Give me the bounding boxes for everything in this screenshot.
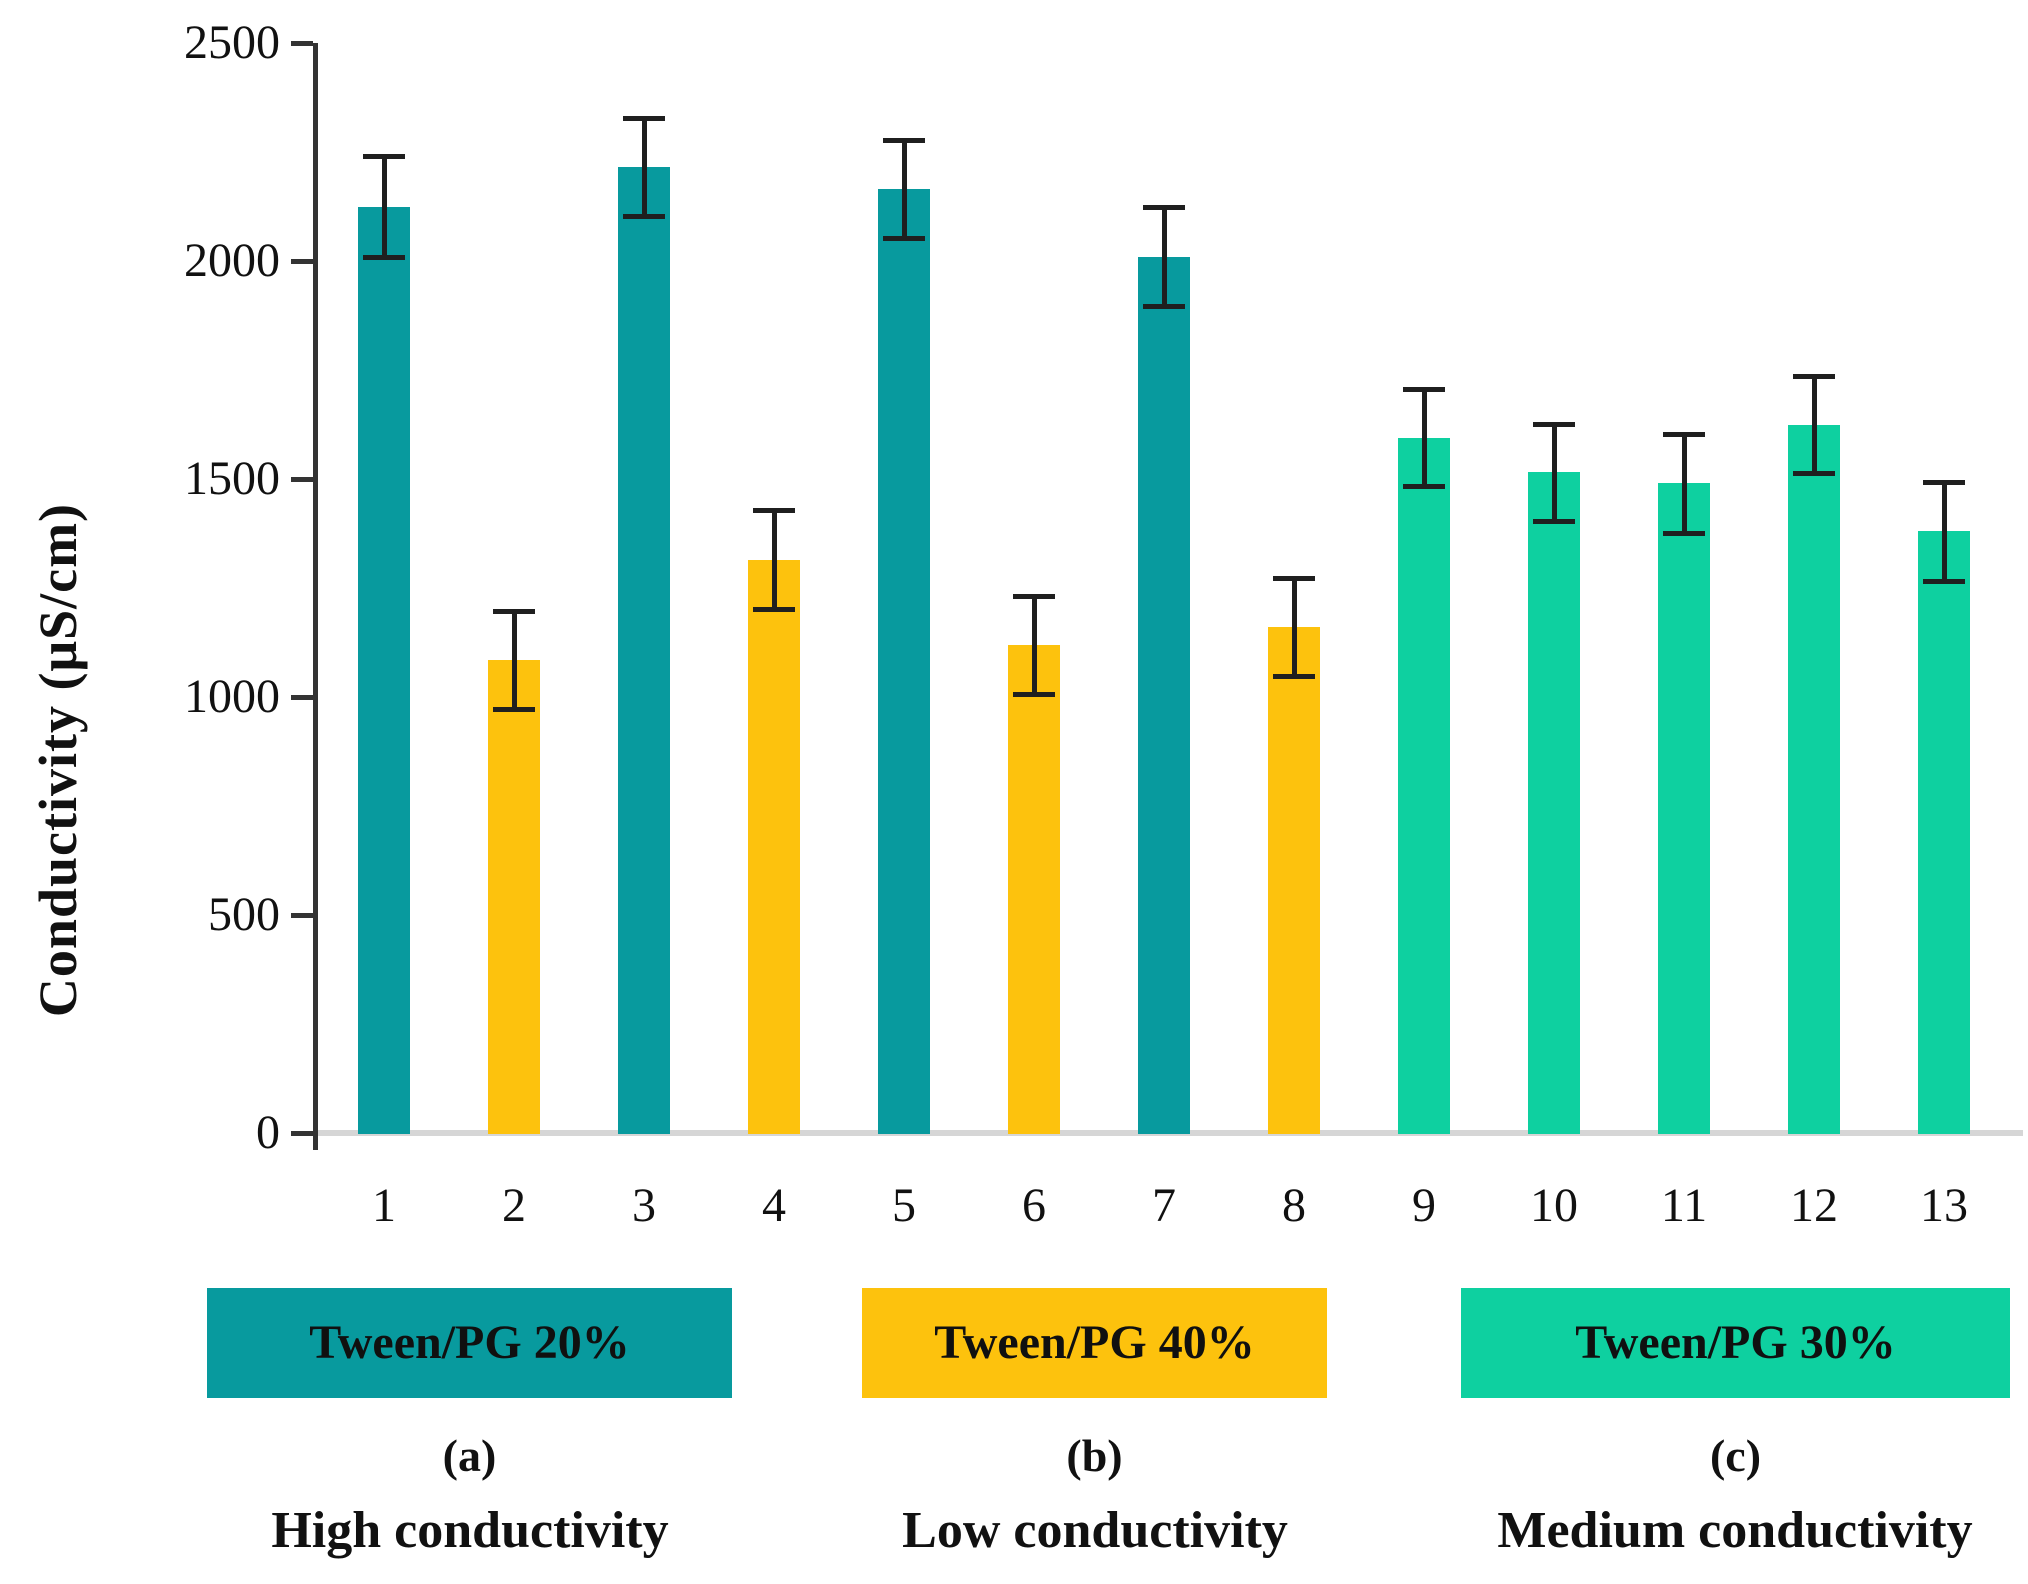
x-axis-label-8: 8: [1282, 1179, 1306, 1232]
error-bar-cap-bottom: [1663, 530, 1705, 536]
error-bar-line: [1291, 578, 1297, 677]
bar-sample-13: [1918, 531, 1970, 1134]
error-bar-cap-bottom: [1533, 519, 1575, 525]
bar-sample-1: [358, 206, 410, 1134]
bar-sample-5: [878, 189, 930, 1134]
y-axis-tick-label: 500: [208, 888, 280, 941]
error-bar-line: [381, 156, 387, 257]
error-bar-line: [1681, 434, 1687, 533]
y-axis-tick: [291, 41, 313, 46]
error-bar-cap-top: [1143, 204, 1185, 210]
y-axis-tick-label: 0: [256, 1106, 280, 1159]
y-axis-tick-label: 2500: [184, 16, 280, 69]
x-axis-label-11: 11: [1660, 1179, 1708, 1232]
x-axis-label-10: 10: [1530, 1179, 1578, 1232]
error-bar-cap-bottom: [1143, 304, 1185, 310]
bar-sample-7: [1138, 256, 1190, 1134]
error-bar-cap-top: [1403, 386, 1445, 392]
y-axis-tick: [291, 913, 313, 918]
legend-label: Tween/PG 40%: [934, 1316, 1255, 1369]
error-bar-cap-bottom: [1403, 484, 1445, 490]
error-bar-cap-bottom: [1013, 691, 1055, 697]
y-axis-tick-label: 2000: [184, 234, 280, 287]
error-bar-cap-bottom: [1923, 578, 1965, 584]
error-bar-cap-bottom: [753, 606, 795, 612]
error-bar-cap-bottom: [1273, 674, 1315, 680]
x-axis-label-9: 9: [1412, 1179, 1436, 1232]
bar-sample-12: [1788, 424, 1840, 1134]
x-axis-label-1: 1: [372, 1179, 396, 1232]
subplot-caption-high: High conductivity: [271, 1502, 669, 1559]
error-bar-cap-top: [1663, 432, 1705, 438]
x-axis-label-12: 12: [1790, 1179, 1838, 1232]
bar-sample-10: [1528, 472, 1580, 1134]
error-bar-line: [1421, 388, 1427, 487]
error-bar-cap-top: [1013, 593, 1055, 599]
error-bar-cap-bottom: [1793, 471, 1835, 477]
error-bar-cap-bottom: [363, 254, 405, 260]
error-bar-cap-bottom: [493, 707, 535, 713]
bar-sample-11: [1658, 483, 1710, 1134]
y-axis-tick: [291, 259, 313, 264]
error-bar-cap-top: [1793, 373, 1835, 379]
error-bar-line: [1941, 482, 1947, 581]
y-axis-tick: [291, 695, 313, 700]
subplot-caption-low: Low conductivity: [902, 1502, 1288, 1559]
error-bar-cap-top: [753, 508, 795, 514]
legend-label: Tween/PG 30%: [1575, 1316, 1896, 1369]
error-bar-cap-top: [623, 116, 665, 122]
bar-sample-8: [1268, 627, 1320, 1134]
x-axis-label-2: 2: [502, 1179, 526, 1232]
bar-sample-9: [1398, 437, 1450, 1134]
error-bar-cap-top: [493, 608, 535, 614]
bar-sample-2: [488, 659, 540, 1134]
subplot-letter-a: (a): [442, 1430, 497, 1481]
bar-sample-6: [1008, 644, 1060, 1134]
error-bar-line: [1161, 206, 1167, 307]
error-bar-line: [1551, 423, 1557, 522]
legend-label: Tween/PG 20%: [309, 1316, 630, 1369]
error-bar-cap-bottom: [623, 214, 665, 220]
legend-swatch-tween-pg-40: Tween/PG 40%: [862, 1288, 1327, 1398]
error-bar-line: [1811, 375, 1817, 474]
legend-swatch-tween-pg-30: Tween/PG 30%: [1461, 1288, 2010, 1398]
y-axis-tick-label: 1000: [184, 670, 280, 723]
x-axis-label-5: 5: [892, 1179, 916, 1232]
error-bar-cap-bottom: [883, 236, 925, 242]
x-axis-label-7: 7: [1152, 1179, 1176, 1232]
legend-swatch-tween-pg-20: Tween/PG 20%: [207, 1288, 732, 1398]
y-axis-tick: [291, 477, 313, 482]
subplot-caption-medium: Medium conductivity: [1497, 1502, 1973, 1559]
subplot-letter-c: (c): [1709, 1430, 1762, 1481]
error-bar-line: [1031, 595, 1037, 694]
x-axis-label-4: 4: [762, 1179, 786, 1232]
error-bar-line: [901, 139, 907, 239]
x-axis-label-6: 6: [1022, 1179, 1046, 1232]
error-bar-line: [641, 118, 647, 217]
error-bar-line: [771, 510, 777, 609]
x-axis-label-3: 3: [632, 1179, 656, 1232]
error-bar-cap-top: [883, 137, 925, 143]
y-axis-line: [313, 43, 318, 1150]
y-axis-tick: [291, 1131, 313, 1136]
error-bar-line: [511, 610, 517, 710]
bar-sample-3: [618, 167, 670, 1134]
error-bar-cap-top: [1923, 480, 1965, 486]
x-axis-label-13: 13: [1920, 1179, 1968, 1232]
subplot-letter-b: (b): [1066, 1430, 1123, 1481]
y-axis-tick-label: 1500: [184, 452, 280, 505]
error-bar-cap-top: [1273, 576, 1315, 582]
error-bar-cap-top: [1533, 421, 1575, 427]
bar-sample-4: [748, 559, 800, 1134]
error-bar-cap-top: [363, 154, 405, 160]
